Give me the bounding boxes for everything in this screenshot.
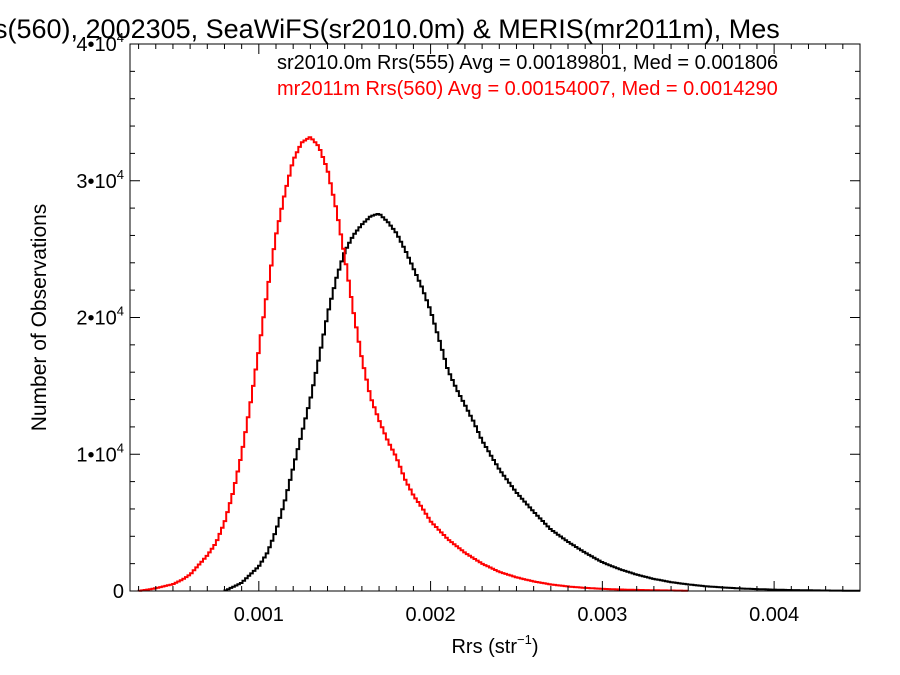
y-tick-label-base: 2•10 xyxy=(76,308,116,330)
x-axis-label-sup: −1 xyxy=(517,632,532,647)
y-tick-label-exp: 4 xyxy=(117,30,124,45)
y-tick-label-base: 4•10 xyxy=(76,34,116,56)
y-tick-label: 3•104 xyxy=(76,167,124,193)
annotation-1: mr2011m Rrs(560) Avg = 0.00154007, Med =… xyxy=(277,78,778,100)
x-tick-label: 0.001 xyxy=(234,604,284,626)
plot-frame xyxy=(129,43,861,592)
y-tick-label-base: 0 xyxy=(113,581,124,603)
y-tick-label: 1•104 xyxy=(76,440,124,466)
y-tick-label: 0 xyxy=(113,581,124,603)
y-tick-label: 2•104 xyxy=(76,304,124,330)
series-line-1 xyxy=(137,136,689,592)
y-tick-label-base: 3•10 xyxy=(76,171,116,193)
x-axis-label: Rrs (str−1) xyxy=(451,632,538,658)
x-axis-label-tail: ) xyxy=(532,636,539,658)
y-tick-label-exp: 4 xyxy=(117,167,124,182)
y-tick-label: 4•104 xyxy=(76,30,124,56)
y-tick-label-exp: 4 xyxy=(117,440,124,455)
series-line-0 xyxy=(223,213,860,592)
series-group xyxy=(137,136,860,592)
y-tick-label-base: 1•10 xyxy=(76,444,116,466)
x-axis-label-main: Rrs (str xyxy=(451,636,517,658)
x-tick-label: 0.004 xyxy=(749,604,799,626)
annotations: sr2010.0m Rrs(555) Avg = 0.00189801, Med… xyxy=(277,52,778,100)
x-tick-label: 0.002 xyxy=(406,604,456,626)
chart-title: s(560), 2002305, SeaWiFS(sr2010.0m) & ME… xyxy=(0,14,780,44)
y-tick-label-exp: 4 xyxy=(117,304,124,319)
y-axis-label: Number of Observations xyxy=(28,204,51,432)
x-axis: 0.001 0.002 0.003 0.004 xyxy=(138,44,861,626)
annotation-0: sr2010.0m Rrs(555) Avg = 0.00189801, Med… xyxy=(277,52,778,74)
x-tick-label: 0.003 xyxy=(577,604,627,626)
